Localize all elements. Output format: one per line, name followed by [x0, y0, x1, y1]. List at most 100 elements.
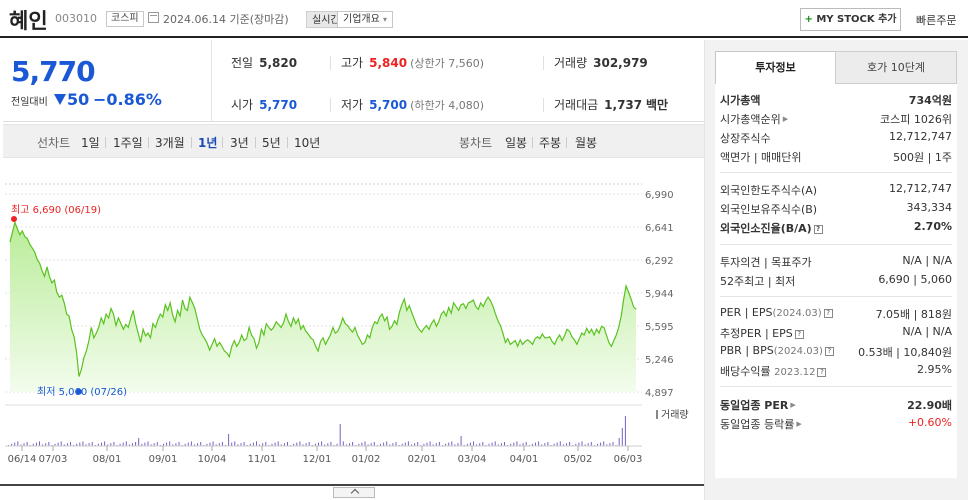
- volume-bar: [367, 444, 369, 446]
- sector-per-row[interactable]: 동일업종 PER ▶ 22.90배: [720, 399, 952, 412]
- calendar-icon: [148, 12, 159, 23]
- volume-bar: [584, 444, 586, 446]
- volume-bar: [559, 441, 561, 446]
- volume-bar: [497, 444, 499, 446]
- volume-bar: [218, 443, 220, 446]
- tab-monthly[interactable]: 월봉: [575, 136, 598, 150]
- volume-bar: [510, 443, 512, 446]
- volume-bar: [271, 443, 273, 446]
- volume-bar: [364, 441, 366, 446]
- tab-1w[interactable]: 1주일: [113, 136, 143, 150]
- cap-rank-row[interactable]: 시가총액순위 ▶ 코스피 1026위: [720, 113, 952, 126]
- volume-bar: [411, 444, 412, 446]
- tab-5y[interactable]: 5년: [262, 136, 281, 150]
- price-chart[interactable]: 6,990 6,641 6,292 5,944 5,595 5,246 4,897 최고 6,…: [0, 158, 704, 500]
- down-triangle-icon: [54, 94, 66, 105]
- volume-bar: [504, 442, 505, 446]
- help-icon: ?: [823, 309, 833, 318]
- arrow-right-icon: ▶: [796, 420, 802, 428]
- tab-weekly[interactable]: 주봉: [539, 136, 562, 150]
- x-tick-label: 06/14: [8, 454, 37, 465]
- x-tick-label: 12/01: [303, 454, 332, 465]
- volume-bar: [435, 443, 437, 446]
- volume-bar: [274, 442, 276, 446]
- stock-code: 003010: [55, 12, 97, 25]
- volume-bar: [60, 441, 62, 446]
- volume-bar: [624, 416, 626, 446]
- volume-bar: [324, 444, 326, 446]
- volume-bar: [336, 443, 338, 446]
- collapse-chart-button[interactable]: [333, 487, 375, 498]
- sector-rate-row[interactable]: 동일업종 등락률 ▶ +0.60%: [720, 416, 952, 431]
- tab-1d[interactable]: 1일: [81, 136, 100, 150]
- volume-bar: [17, 441, 19, 446]
- volume-bar: [345, 444, 347, 446]
- tab-10y[interactable]: 10년: [294, 136, 321, 150]
- invest-info-panel: 투자정보 호가 10단계 시가총액 734억원 시가총액순위 ▶ 코스피 1026위 …: [704, 40, 968, 500]
- divider: [330, 98, 331, 112]
- volume-bar: [91, 442, 93, 446]
- volume-bar: [352, 442, 354, 446]
- volume-bar: [97, 443, 99, 446]
- volume-bar: [135, 442, 137, 446]
- volume-bar: [566, 443, 567, 446]
- volume-bar: [513, 442, 515, 446]
- divider: [543, 56, 544, 70]
- x-tick-label: 03/04: [458, 454, 487, 465]
- pbr-row: PBR | BPS(2024.03)? 0.53배 | 10,840원: [720, 344, 952, 359]
- par-row: 액면가 | 매매단위 500원 | 1주: [720, 151, 952, 164]
- shares-row: 상장주식수 12,712,747: [720, 130, 952, 145]
- volume-bar: [299, 441, 301, 446]
- tab-invest-info[interactable]: 투자정보: [715, 51, 836, 84]
- volume-bar: [569, 442, 571, 446]
- quick-order-link[interactable]: 빠른주문: [916, 14, 957, 27]
- candle-chart-label: 봉차트: [459, 136, 493, 150]
- volume-bar: [321, 441, 323, 446]
- volume-bar: [234, 441, 236, 446]
- dividend-row: 배당수익률 2023.12? 2.95%: [720, 363, 952, 378]
- week52-row: 52주최고 | 최저 6,690 | 5,060: [720, 273, 952, 288]
- tab-orderbook[interactable]: 호가 10단계: [835, 51, 957, 84]
- divider: [211, 40, 212, 122]
- help-icon: ?: [824, 347, 834, 356]
- x-tick-label: 10/04: [198, 454, 227, 465]
- volume-bar: [79, 442, 81, 446]
- volume-bar: [194, 444, 195, 446]
- volume-legend: 거래량: [661, 409, 689, 421]
- foreign-hold-row: 외국인보유주식수(B) 343,334: [720, 201, 952, 216]
- price-chart-svg: 6,990 6,641 6,292 5,944 5,595 5,246 4,897 최고 6,…: [0, 183, 704, 486]
- arrow-right-icon: ▶: [782, 115, 789, 123]
- volume-bar: [169, 441, 171, 446]
- tab-3y[interactable]: 3년: [230, 136, 249, 150]
- volume-bar: [556, 442, 558, 446]
- y-tick-label: 5,595: [645, 322, 674, 333]
- corp-info-dropdown[interactable]: 기업개요 ▾: [337, 11, 394, 28]
- volume-bar: [581, 441, 583, 446]
- market-cap-row: 시가총액 734억원: [720, 94, 952, 107]
- add-my-stock-button[interactable]: + MY STOCK 추가: [800, 8, 901, 31]
- volume-bar: [163, 443, 164, 446]
- volume-bar: [110, 443, 112, 446]
- volume-bar: [587, 443, 589, 446]
- volume-bar: [562, 444, 564, 446]
- foreign-limit-row: 외국인한도주식수(A) 12,712,747: [720, 182, 952, 197]
- tab-daily[interactable]: 일봉: [505, 136, 528, 150]
- volume-bar: [432, 444, 434, 446]
- volume-bar: [39, 441, 40, 446]
- volume-bar: [23, 443, 25, 446]
- help-icon: ?: [813, 225, 823, 234]
- tab-1y[interactable]: 1년: [198, 136, 218, 150]
- volume-bar: [178, 442, 180, 446]
- volume-bar: [392, 443, 394, 446]
- volume-bar: [482, 442, 484, 446]
- high-price: 고가 5,840 (상한가 7,560): [341, 56, 485, 70]
- volume-bar: [618, 438, 620, 446]
- volume-bar: [249, 443, 251, 446]
- volume-bar: [417, 442, 419, 446]
- volume-bar: [531, 443, 533, 446]
- tab-3m[interactable]: 3개월: [155, 136, 185, 150]
- volume-bar: [327, 443, 329, 446]
- volume-bar: [287, 442, 288, 446]
- volume-bar: [578, 442, 580, 446]
- volume-bar: [150, 444, 152, 446]
